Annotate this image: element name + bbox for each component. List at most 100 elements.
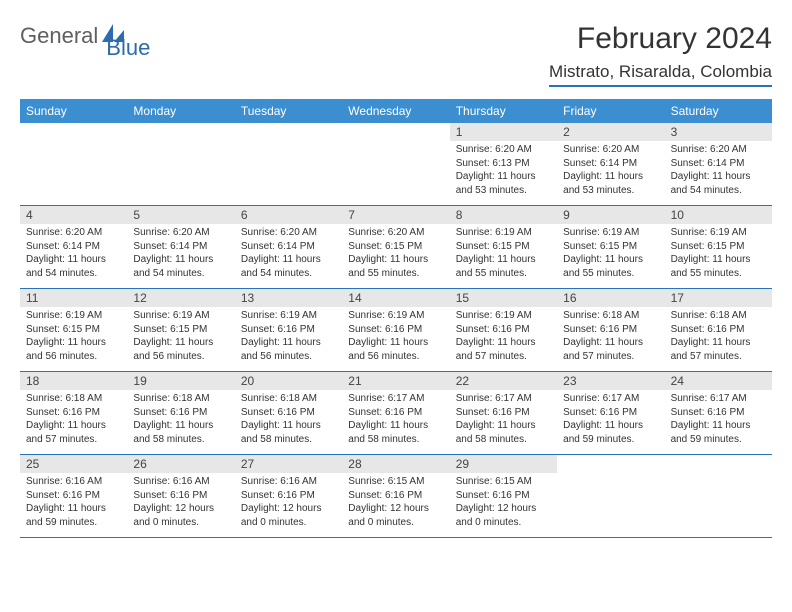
- daylight-text: Daylight: 12 hours and 0 minutes.: [348, 502, 443, 529]
- sunrise-text: Sunrise: 6:19 AM: [133, 309, 228, 323]
- day-body: Sunrise: 6:17 AMSunset: 6:16 PMDaylight:…: [557, 390, 664, 450]
- weekday-wednesday: Wednesday: [342, 99, 449, 123]
- sunset-text: Sunset: 6:16 PM: [348, 323, 443, 337]
- day-number: 3: [665, 123, 772, 141]
- sunset-text: Sunset: 6:16 PM: [671, 406, 766, 420]
- sunrise-text: Sunrise: 6:20 AM: [348, 226, 443, 240]
- daylight-text: Daylight: 11 hours and 54 minutes.: [241, 253, 336, 280]
- day-body: Sunrise: 6:19 AMSunset: 6:16 PMDaylight:…: [342, 307, 449, 367]
- daylight-text: Daylight: 11 hours and 56 minutes.: [133, 336, 228, 363]
- sunset-text: Sunset: 6:15 PM: [348, 240, 443, 254]
- location: Mistrato, Risaralda, Colombia: [549, 62, 772, 87]
- day-number: 27: [235, 455, 342, 473]
- daylight-text: Daylight: 11 hours and 56 minutes.: [348, 336, 443, 363]
- sunrise-text: Sunrise: 6:19 AM: [348, 309, 443, 323]
- day-number: 22: [450, 372, 557, 390]
- day-cell: [557, 455, 664, 537]
- day-body: Sunrise: 6:19 AMSunset: 6:15 PMDaylight:…: [557, 224, 664, 284]
- sunrise-text: Sunrise: 6:20 AM: [133, 226, 228, 240]
- daylight-text: Daylight: 11 hours and 57 minutes.: [671, 336, 766, 363]
- day-number: 11: [20, 289, 127, 307]
- day-cell: 5Sunrise: 6:20 AMSunset: 6:14 PMDaylight…: [127, 206, 234, 288]
- month-title: February 2024: [549, 22, 772, 56]
- sunset-text: Sunset: 6:16 PM: [133, 406, 228, 420]
- day-body: Sunrise: 6:17 AMSunset: 6:16 PMDaylight:…: [342, 390, 449, 450]
- sunset-text: Sunset: 6:16 PM: [133, 489, 228, 503]
- day-cell: 17Sunrise: 6:18 AMSunset: 6:16 PMDayligh…: [665, 289, 772, 371]
- day-cell: 2Sunrise: 6:20 AMSunset: 6:14 PMDaylight…: [557, 123, 664, 205]
- brand-general: General: [20, 23, 98, 49]
- sunset-text: Sunset: 6:14 PM: [241, 240, 336, 254]
- day-body: Sunrise: 6:19 AMSunset: 6:15 PMDaylight:…: [127, 307, 234, 367]
- day-body: Sunrise: 6:16 AMSunset: 6:16 PMDaylight:…: [20, 473, 127, 533]
- sunrise-text: Sunrise: 6:16 AM: [26, 475, 121, 489]
- weekday-thursday: Thursday: [450, 99, 557, 123]
- sunrise-text: Sunrise: 6:18 AM: [241, 392, 336, 406]
- sunset-text: Sunset: 6:16 PM: [348, 489, 443, 503]
- sunrise-text: Sunrise: 6:16 AM: [241, 475, 336, 489]
- daylight-text: Daylight: 11 hours and 53 minutes.: [563, 170, 658, 197]
- day-body: Sunrise: 6:20 AMSunset: 6:14 PMDaylight:…: [235, 224, 342, 284]
- sunset-text: Sunset: 6:15 PM: [563, 240, 658, 254]
- day-body: Sunrise: 6:19 AMSunset: 6:15 PMDaylight:…: [450, 224, 557, 284]
- sunrise-text: Sunrise: 6:19 AM: [456, 309, 551, 323]
- sunrise-text: Sunrise: 6:17 AM: [563, 392, 658, 406]
- day-number: 12: [127, 289, 234, 307]
- weeks-container: 1Sunrise: 6:20 AMSunset: 6:13 PMDaylight…: [20, 123, 772, 538]
- sunrise-text: Sunrise: 6:18 AM: [26, 392, 121, 406]
- day-cell: [235, 123, 342, 205]
- daylight-text: Daylight: 11 hours and 59 minutes.: [26, 502, 121, 529]
- day-body: Sunrise: 6:20 AMSunset: 6:14 PMDaylight:…: [127, 224, 234, 284]
- day-number: 15: [450, 289, 557, 307]
- sunrise-text: Sunrise: 6:19 AM: [241, 309, 336, 323]
- day-number: 5: [127, 206, 234, 224]
- sunrise-text: Sunrise: 6:20 AM: [26, 226, 121, 240]
- sunset-text: Sunset: 6:16 PM: [456, 323, 551, 337]
- sunset-text: Sunset: 6:16 PM: [241, 406, 336, 420]
- day-cell: 29Sunrise: 6:15 AMSunset: 6:16 PMDayligh…: [450, 455, 557, 537]
- sunset-text: Sunset: 6:14 PM: [26, 240, 121, 254]
- sunrise-text: Sunrise: 6:20 AM: [456, 143, 551, 157]
- daylight-text: Daylight: 11 hours and 58 minutes.: [348, 419, 443, 446]
- day-body: Sunrise: 6:20 AMSunset: 6:13 PMDaylight:…: [450, 141, 557, 201]
- sunset-text: Sunset: 6:15 PM: [671, 240, 766, 254]
- daylight-text: Daylight: 11 hours and 55 minutes.: [456, 253, 551, 280]
- day-body: Sunrise: 6:19 AMSunset: 6:16 PMDaylight:…: [235, 307, 342, 367]
- day-body: Sunrise: 6:16 AMSunset: 6:16 PMDaylight:…: [235, 473, 342, 533]
- day-number: 24: [665, 372, 772, 390]
- day-number: [557, 455, 664, 459]
- day-cell: 15Sunrise: 6:19 AMSunset: 6:16 PMDayligh…: [450, 289, 557, 371]
- daylight-text: Daylight: 11 hours and 54 minutes.: [26, 253, 121, 280]
- brand-blue: Blue: [106, 35, 150, 61]
- day-cell: 12Sunrise: 6:19 AMSunset: 6:15 PMDayligh…: [127, 289, 234, 371]
- sunset-text: Sunset: 6:16 PM: [563, 323, 658, 337]
- day-number: 20: [235, 372, 342, 390]
- day-cell: 28Sunrise: 6:15 AMSunset: 6:16 PMDayligh…: [342, 455, 449, 537]
- sunrise-text: Sunrise: 6:20 AM: [671, 143, 766, 157]
- daylight-text: Daylight: 12 hours and 0 minutes.: [133, 502, 228, 529]
- day-number: 25: [20, 455, 127, 473]
- sunrise-text: Sunrise: 6:20 AM: [241, 226, 336, 240]
- day-cell: 23Sunrise: 6:17 AMSunset: 6:16 PMDayligh…: [557, 372, 664, 454]
- sunrise-text: Sunrise: 6:16 AM: [133, 475, 228, 489]
- calendar: Sunday Monday Tuesday Wednesday Thursday…: [20, 99, 772, 538]
- weekday-sunday: Sunday: [20, 99, 127, 123]
- sunrise-text: Sunrise: 6:17 AM: [671, 392, 766, 406]
- sunrise-text: Sunrise: 6:15 AM: [348, 475, 443, 489]
- sunset-text: Sunset: 6:16 PM: [241, 489, 336, 503]
- day-body: Sunrise: 6:18 AMSunset: 6:16 PMDaylight:…: [235, 390, 342, 450]
- day-body: Sunrise: 6:17 AMSunset: 6:16 PMDaylight:…: [450, 390, 557, 450]
- day-body: Sunrise: 6:18 AMSunset: 6:16 PMDaylight:…: [665, 307, 772, 367]
- daylight-text: Daylight: 11 hours and 53 minutes.: [456, 170, 551, 197]
- day-cell: 3Sunrise: 6:20 AMSunset: 6:14 PMDaylight…: [665, 123, 772, 205]
- daylight-text: Daylight: 11 hours and 55 minutes.: [563, 253, 658, 280]
- sunset-text: Sunset: 6:16 PM: [26, 406, 121, 420]
- day-cell: [127, 123, 234, 205]
- day-cell: 20Sunrise: 6:18 AMSunset: 6:16 PMDayligh…: [235, 372, 342, 454]
- sunset-text: Sunset: 6:16 PM: [456, 489, 551, 503]
- day-number: [20, 123, 127, 127]
- day-body: Sunrise: 6:20 AMSunset: 6:15 PMDaylight:…: [342, 224, 449, 284]
- day-body: Sunrise: 6:19 AMSunset: 6:15 PMDaylight:…: [665, 224, 772, 284]
- sunset-text: Sunset: 6:16 PM: [26, 489, 121, 503]
- sunset-text: Sunset: 6:15 PM: [26, 323, 121, 337]
